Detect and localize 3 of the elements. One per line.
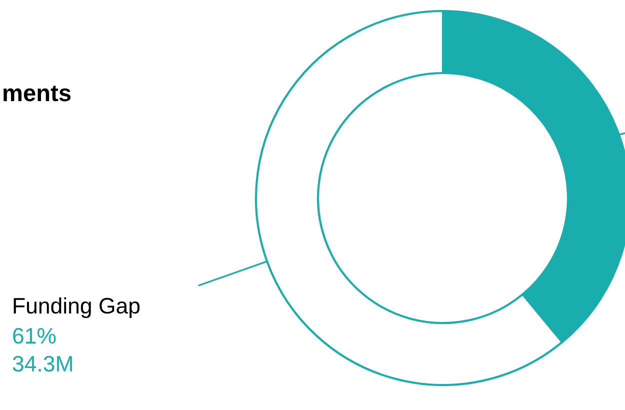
slice-label: Funding Gap	[14, 297, 140, 318]
data-label: 61% 34.3M	[12, 328, 72, 372]
text: ments	[4, 86, 71, 102]
